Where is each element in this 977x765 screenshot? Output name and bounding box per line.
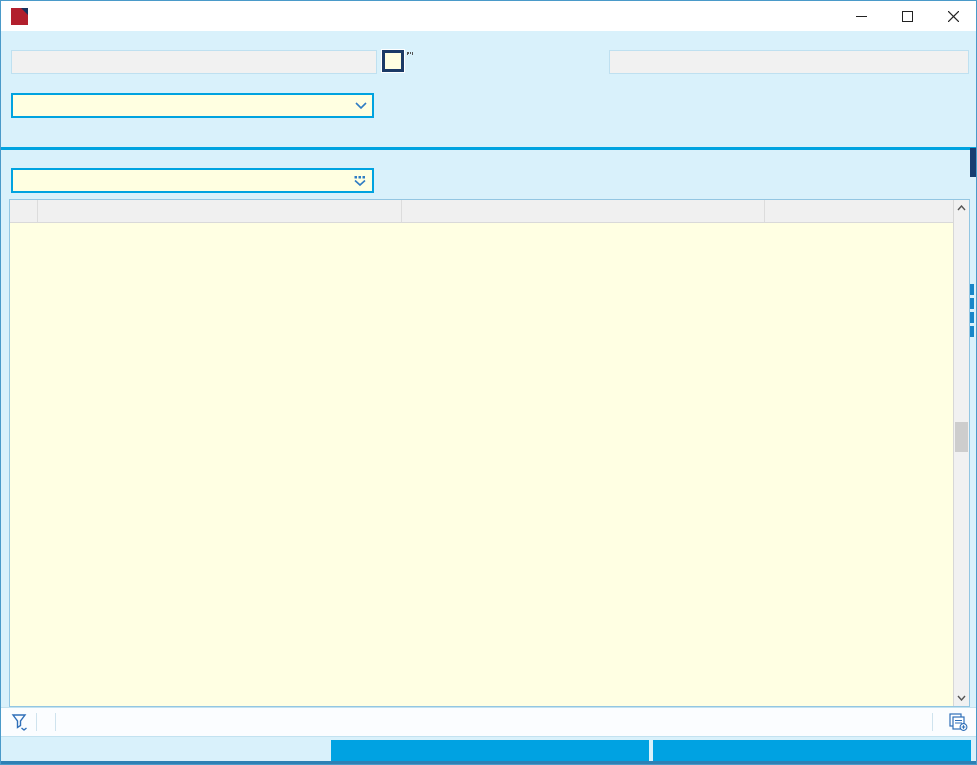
minimize-icon (855, 15, 867, 17)
list-chevron-down-icon (354, 175, 366, 186)
target-module-select[interactable] (11, 93, 374, 118)
filter-funnel-icon (11, 714, 27, 731)
table-header (10, 200, 953, 223)
separator (932, 713, 933, 731)
storno-button[interactable] (653, 740, 971, 762)
chevron-down-icon (355, 102, 367, 110)
window-bottom-edge (1, 761, 976, 764)
fields-table (9, 199, 970, 707)
separator (55, 713, 56, 731)
window-controls (838, 1, 976, 31)
scrollbar-thumb[interactable] (955, 422, 968, 452)
edge-mark (970, 148, 976, 177)
close-button[interactable] (930, 1, 976, 31)
copy-add-icon (949, 713, 968, 731)
column-header-impl[interactable] (765, 200, 953, 222)
sort-by-select[interactable] (11, 168, 374, 193)
separator (36, 713, 37, 731)
export-button[interactable] (331, 740, 649, 762)
k2-logo-icon (11, 7, 28, 25)
scroll-position-marks (970, 284, 974, 340)
chevron-up-icon (957, 205, 966, 211)
titlebar (1, 1, 976, 31)
import-settings-input[interactable] (609, 50, 969, 74)
copy-add-button[interactable] (948, 713, 968, 731)
maximize-button[interactable] (884, 1, 930, 31)
create-import-settings-checkbox[interactable] (381, 49, 405, 73)
column-header-desc[interactable] (402, 200, 765, 222)
column-header-s[interactable] (10, 200, 38, 222)
scroll-down-button[interactable] (954, 690, 969, 706)
vertical-scrollbar[interactable] (953, 200, 969, 706)
close-icon (947, 10, 959, 22)
statusbar-right-tools (925, 713, 968, 731)
output-file-input[interactable] (11, 50, 377, 74)
scroll-up-button[interactable] (954, 200, 969, 216)
table-body (10, 223, 953, 706)
filter-button[interactable] (11, 713, 29, 731)
minimize-button[interactable] (838, 1, 884, 31)
status-bar (1, 707, 976, 737)
maximize-icon (901, 10, 913, 22)
chevron-down-icon (957, 695, 966, 701)
section-divider (1, 147, 976, 150)
column-header-name[interactable] (38, 200, 402, 222)
